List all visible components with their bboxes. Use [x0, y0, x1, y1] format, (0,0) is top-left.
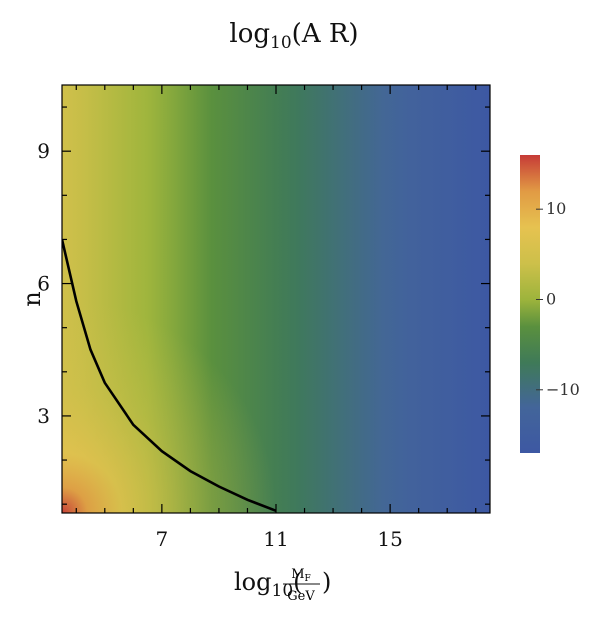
y-tick-label: 3: [37, 404, 50, 428]
x-tick-label: 15: [377, 527, 402, 551]
colorbar: [520, 155, 540, 453]
contour-line: [62, 239, 277, 513]
x-tick-label: 11: [263, 527, 288, 551]
axis-ticks: 7 11 15 3 6 9: [37, 85, 490, 551]
y-tick-label: 9: [37, 139, 50, 163]
colorbar-tick-label: −10: [546, 380, 580, 399]
x-axis-label: log10( MF GeV ): [234, 567, 331, 604]
x-axis-label-log: log10(: [234, 568, 303, 601]
colorbar-tick-label: 10: [546, 199, 566, 218]
chart-title: log10(A R): [229, 19, 358, 53]
x-axis-label-numerator: MF: [291, 567, 311, 584]
heatmap-hot-region: [62, 85, 490, 513]
y-axis-label: n: [18, 291, 46, 306]
colorbar-tick-label: 0: [546, 289, 556, 308]
plot-area: [62, 85, 490, 513]
colorbar-ticks: 10 0 −10: [536, 199, 580, 399]
x-tick-label: 7: [155, 527, 168, 551]
y-tick-label: 6: [37, 272, 50, 296]
x-axis-label-close-paren: ): [322, 568, 331, 596]
x-axis-label-denominator: GeV: [287, 589, 315, 604]
